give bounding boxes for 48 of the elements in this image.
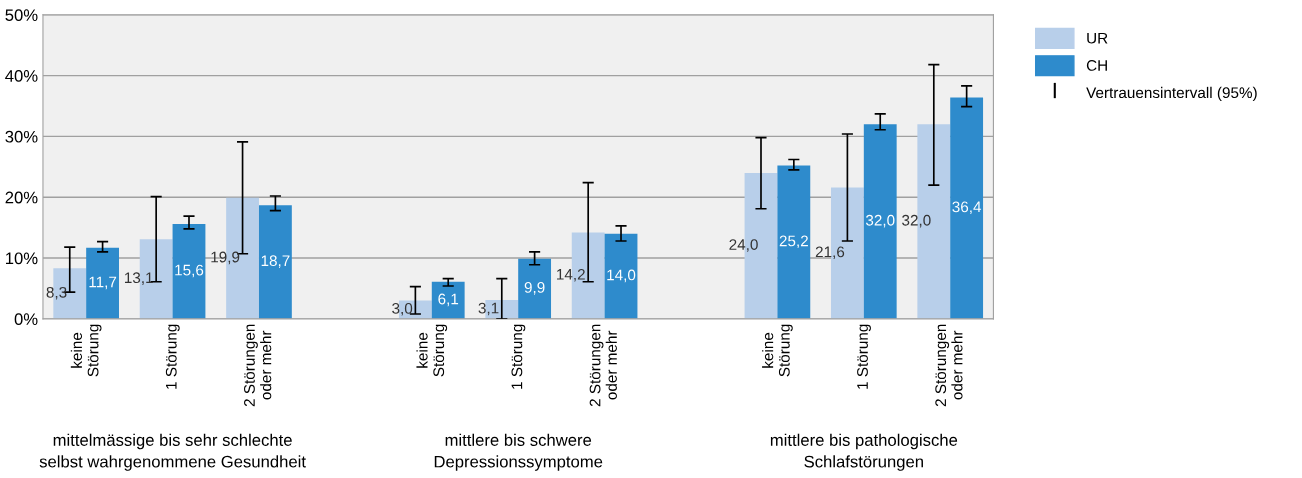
y-tick-label: 20% <box>5 191 38 204</box>
text: mittlere bis pathologische Schlafstörungen <box>770 433 958 471</box>
data-label: 3,0 <box>392 302 413 316</box>
data-label: 25,2 <box>779 235 808 249</box>
y-tick-label: 30% <box>5 130 38 143</box>
x-tick-label: 2 Störungen oder mehr <box>244 324 272 407</box>
data-label: 36,4 <box>952 201 982 215</box>
data-label: 3,1 <box>478 302 499 316</box>
x-tick-label: keine Störung <box>416 324 448 377</box>
bar <box>777 165 811 319</box>
legend-label: UR <box>1087 32 1108 44</box>
data-label: 14,2 <box>557 268 585 282</box>
data-label: 32,0 <box>865 214 895 228</box>
data-label: 32,0 <box>902 214 931 228</box>
x-tick-label: 1 Störung <box>511 324 526 389</box>
text: mittlere bis schwere Depressionssymptome <box>434 433 603 471</box>
x-tick-label: keine Störung <box>70 324 102 377</box>
data-label: 6,1 <box>438 293 459 307</box>
bar <box>604 233 638 319</box>
bar <box>258 205 292 319</box>
data-label: 11,7 <box>89 276 117 290</box>
y-tick-label: 50% <box>5 9 38 22</box>
bar <box>518 258 552 319</box>
x-tick-label: 2 Störungen oder mehr <box>589 324 617 407</box>
text: Vertrauensintervall (95%) <box>1086 86 1257 102</box>
data-label: 19,9 <box>211 251 240 265</box>
x-tick-label: 1 Störung <box>857 324 871 389</box>
legend-label: CH <box>1086 59 1107 71</box>
data-label: 18,7 <box>261 255 290 268</box>
text: mittelmässige bis sehr schlechte selbst wahrgenommene Gesundheit <box>39 433 306 471</box>
data-label: 21,6 <box>815 246 845 260</box>
data-label: 14,0 <box>607 269 636 283</box>
y-tick-label: 10% <box>6 252 38 265</box>
data-label: 8,3 <box>46 286 67 300</box>
bar <box>86 247 119 319</box>
y-tick-label: 40% <box>5 70 38 82</box>
data-label: 24,0 <box>729 239 758 252</box>
x-tick-label: 1 Störung <box>165 324 180 389</box>
bar <box>172 223 206 319</box>
data-label: 15,6 <box>175 264 204 278</box>
y-tick-label: 0% <box>14 313 38 326</box>
bar <box>863 124 897 319</box>
bar <box>431 281 465 319</box>
bar <box>950 97 984 319</box>
x-tick-label: keine Störung <box>762 324 793 377</box>
data-label: 9,9 <box>524 282 545 295</box>
x-tick-label: 2 Störungen oder mehr <box>935 324 963 407</box>
data-label: 13,1 <box>125 272 153 285</box>
